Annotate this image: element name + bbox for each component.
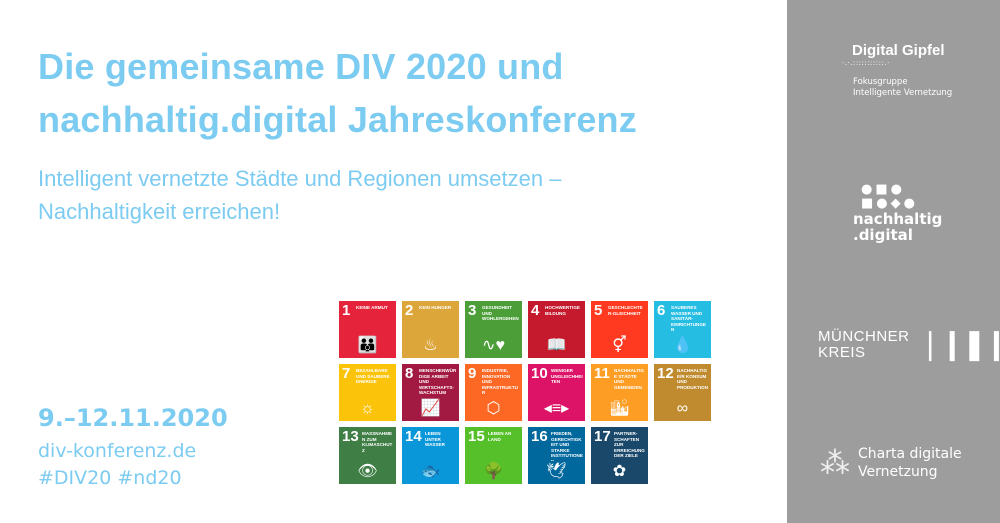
sdg-number: 17 (594, 428, 611, 445)
sdg-label: Maßnahmen zum Klimaschutz (362, 431, 393, 453)
dove-icon: 🕊 (546, 463, 567, 480)
cubes-icon: ⬡ (486, 400, 501, 417)
partner-sidebar: Digital Gipfel ·.·.:::::::::::.· Fokusgr… (787, 0, 1000, 523)
sdg-number: 2 (405, 302, 414, 319)
sdg-label: Partner-schaften zur Erreichung der Ziel… (614, 431, 645, 459)
sdg-tile-3: 3 Gesundheit und Wohlergehen ∿♥ (465, 301, 522, 358)
heartbeat-icon: ∿♥ (482, 337, 505, 354)
muenchner-kreis-logo: MÜNCHNER KREIS ❘❙❚❙❘ (818, 325, 1000, 365)
family-icon: 👪 (357, 337, 378, 354)
sdg-label: Hochwertige Bildung (545, 305, 580, 316)
sdg-label: Kein Hunger (419, 305, 452, 310)
sdg-number: 9 (468, 365, 477, 382)
sdg-number: 13 (342, 428, 359, 445)
flower-rings-icon: ✿ (612, 463, 627, 480)
sdg-number: 15 (468, 428, 485, 445)
striped-circle-icon: ❘❙❚❙❘ (917, 327, 1000, 362)
sdg-tile-2: 2 Kein Hunger ♨ (402, 301, 459, 358)
sdg-label: Sauberes Wasser und Sanitär-einrichtunge… (671, 305, 706, 333)
subtitle: Intelligent vernetzte Städte und Regione… (38, 162, 561, 228)
sdg-label: Frieden, Gerechtigkeit und starke Instit… (551, 431, 583, 461)
nd-line1: nachhaltig (853, 210, 943, 228)
sdg-label: Geschlechter-gleichheit (608, 305, 643, 316)
subtitle-line-1: Intelligent vernetzte Städte und Regione… (38, 166, 562, 191)
sdg-label: Leben unter Wasser (425, 431, 445, 448)
subtitle-line-2: Nachhaltigkeit erreichen! (38, 199, 281, 224)
sdg-tile-10: 10 Weniger Ungleichheiten ◂≡▸ (528, 364, 585, 421)
headline-line-2: nachhaltig.digital Jahreskonferenz (38, 99, 637, 140)
sdg-number: 7 (342, 365, 351, 382)
gender-equality-icon: ⚥ (612, 337, 627, 354)
event-website: div-konferenz.de (38, 440, 197, 462)
bowl-icon: ♨ (423, 337, 438, 354)
sdg-tile-4: 4 Hochwertige Bildung 📖 (528, 301, 585, 358)
sdg-number: 10 (531, 365, 548, 382)
sdg-label: Bezahlbare und saubere Energie (356, 368, 390, 385)
charta-logo: ⁂ Charta digitale Vernetzung (820, 445, 962, 481)
dots-arc-icon: ·.·.:::::::::::.· (842, 59, 890, 67)
sdg-number: 1 (342, 302, 351, 319)
digital-gipfel-logo: Digital Gipfel ·.·.:::::::::::.· Fokusgr… (840, 42, 952, 99)
sdg-number: 4 (531, 302, 540, 319)
sdg-number: 12 (657, 365, 674, 382)
sdg-tile-14: 14 Leben unter Wasser 🐟 (402, 427, 459, 484)
sdg-tile-1: 1 Keine Armut 👪 (339, 301, 396, 358)
sdg-tile-13: 13Maßnahmen zum Klimaschutz 👁 (339, 427, 396, 484)
event-hashtags: #DIV20 #nd20 (38, 467, 182, 489)
dots-shapes-icon: ●■● ■●◆● (861, 182, 918, 211)
charta-line2: Vernetzung (858, 464, 938, 480)
sdg-label: Gesundheit und Wohlergehen (482, 305, 519, 322)
sdg-number: 14 (405, 428, 422, 445)
sdg-number: 3 (468, 302, 477, 319)
headline-line-1: Die gemeinsame DIV 2020 und (38, 46, 564, 87)
sdg-grid: 1 Keine Armut 👪 2 Kein Hunger ♨ 3 Gesundheit un… (339, 301, 711, 484)
sdg-number: 8 (405, 365, 414, 382)
sdg-label: Leben an Land (488, 431, 512, 442)
infinity-icon: ∞ (676, 400, 689, 417)
equal-arrows-icon: ◂≡▸ (543, 400, 570, 417)
sdg-tile-9: 9 Industrie, Innovation und Infrastruktur… (465, 364, 522, 421)
charta-line1: Charta digitale (858, 446, 962, 462)
eye-globe-icon: 👁 (357, 463, 378, 480)
mk-line2: KREIS (818, 344, 866, 361)
sdg-tile-16: 16 Frieden, Gerechtigkeit und starke Inst… (528, 427, 585, 484)
sdg-label: Keine Armut (356, 305, 388, 310)
sdg-label: Industrie, Innovation und Infrastruktur (482, 368, 518, 396)
sdg-tile-5: 5 Geschlechter-gleichheit ⚥ (591, 301, 648, 358)
digital-gipfel-sub1: Fokusgruppe (853, 77, 908, 87)
sdg-label: Nachhaltige/r Konsum und Produktion (677, 368, 708, 390)
event-date: 9.–12.11.2020 (38, 404, 228, 432)
sdg-tile-11: 11 Nachhaltige Städte und Gemeinden 🏙 (591, 364, 648, 421)
sdg-number: 11 (594, 365, 610, 382)
sdg-tile-12: 12 Nachhaltige/r Konsum und Produktion ∞ (654, 364, 711, 421)
sdg-number: 16 (531, 428, 548, 445)
sdg-tile-17: 17 Partner-schaften zur Erreichung der Zi… (591, 427, 648, 484)
sun-icon: ☼ (360, 400, 375, 417)
city-icon: 🏙 (609, 400, 630, 417)
mk-line1: MÜNCHNER (818, 328, 910, 345)
nd-line2: .digital (853, 226, 913, 244)
sdg-label: Menschenwürdige Arbeit und Wirtschafts-w… (419, 368, 457, 396)
sdg-label: Nachhaltige Städte und Gemeinden (614, 368, 645, 390)
sdg-tile-6: 6 Sauberes Wasser und Sanitär-einrichtung… (654, 301, 711, 358)
lattice-icon: ⁂ (820, 445, 850, 481)
growth-chart-icon: 📈 (420, 400, 441, 417)
fish-icon: 🐟 (420, 463, 441, 480)
nachhaltig-digital-logo: ●■● ■●◆● nachhaltig .digital (853, 182, 943, 244)
sdg-tile-15: 15 Leben an Land 🌳 (465, 427, 522, 484)
sdg-number: 6 (657, 302, 666, 319)
headline: Die gemeinsame DIV 2020 und nachhaltig.d… (38, 40, 637, 146)
tree-icon: 🌳 (483, 463, 504, 480)
sdg-label: Weniger Ungleichheiten (551, 368, 583, 385)
sdg-tile-8: 8 Menschenwürdige Arbeit und Wirtschafts-… (402, 364, 459, 421)
water-icon: 💧 (672, 337, 693, 354)
book-icon: 📖 (546, 337, 567, 354)
sdg-tile-7: 7 Bezahlbare und saubere Energie ☼ (339, 364, 396, 421)
digital-gipfel-sub2: Intelligente Vernetzung (853, 88, 953, 98)
digital-gipfel-name: Digital Gipfel (852, 42, 945, 59)
sdg-number: 5 (594, 302, 603, 319)
